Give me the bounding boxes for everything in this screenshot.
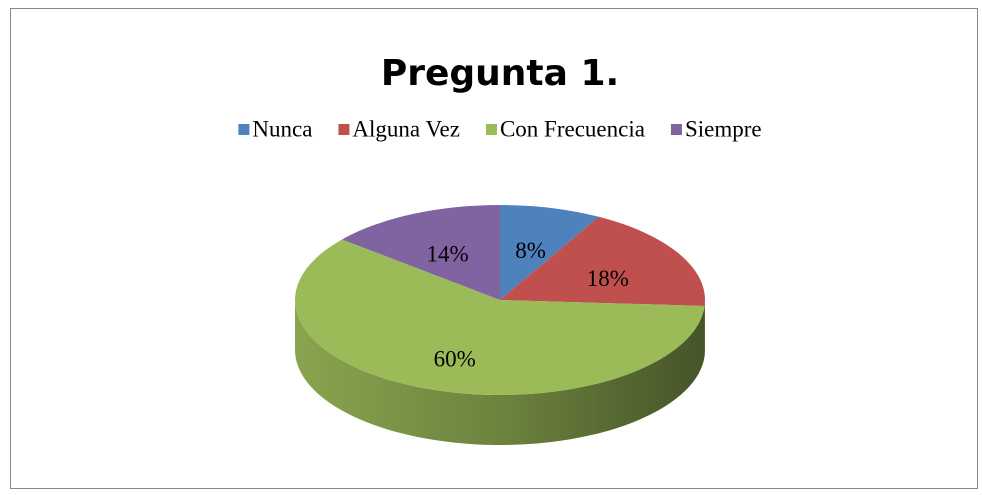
- legend-swatch: [670, 124, 682, 135]
- data-label: 14%: [427, 242, 469, 267]
- slice: [342, 205, 500, 300]
- data-label: 8%: [515, 238, 546, 263]
- slice: [500, 216, 705, 306]
- data-label: 60%: [434, 346, 476, 371]
- legend-label: Alguna Vez: [352, 116, 460, 141]
- legend-label: Con Frecuencia: [500, 116, 645, 141]
- legend-label: Siempre: [685, 116, 762, 141]
- side-shade: [295, 300, 705, 445]
- slice: [294, 239, 705, 395]
- chart-title: Pregunta 1.: [381, 53, 619, 94]
- data-label: 18%: [587, 266, 629, 291]
- slice: [500, 205, 599, 300]
- legend-label: Nunca: [252, 116, 312, 141]
- legend-swatch: [485, 124, 497, 135]
- legend-swatch: [338, 124, 350, 135]
- legend-swatch: [238, 124, 250, 135]
